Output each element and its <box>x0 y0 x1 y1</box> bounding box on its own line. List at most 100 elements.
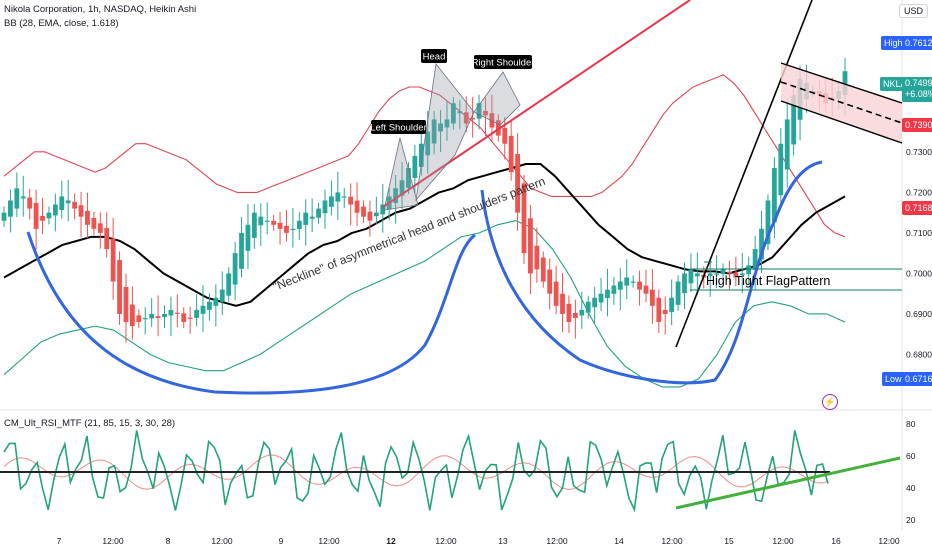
candle-body <box>322 200 328 214</box>
candle-body <box>162 313 167 318</box>
candle-body <box>277 222 283 229</box>
candle-body <box>296 220 302 230</box>
price-tick: 0.7100 <box>906 228 932 238</box>
bb-lower-line <box>3 220 846 388</box>
time-tick: 12:00 <box>772 536 794 546</box>
time-tick: 15 <box>724 536 734 546</box>
time-tick: 8 <box>166 536 171 546</box>
candle-body <box>675 281 681 305</box>
candle-body <box>20 196 26 199</box>
candle-body <box>553 281 559 306</box>
candle-body <box>155 316 161 318</box>
rsi-pane <box>0 430 901 513</box>
candle-body <box>303 212 309 225</box>
time-tick: 12:00 <box>878 536 900 546</box>
time-tick: 12:00 <box>211 536 233 546</box>
candle-body <box>168 309 174 316</box>
price-tick: 0.7300 <box>906 147 932 157</box>
candle-body <box>483 110 488 116</box>
candle-body <box>598 293 604 303</box>
candle-body <box>142 318 148 320</box>
candle-body <box>579 309 585 316</box>
candle-body <box>91 217 97 229</box>
candle-body <box>354 200 360 213</box>
candle-body <box>418 143 424 167</box>
candle-body <box>329 196 334 207</box>
candle-body <box>367 211 373 221</box>
candle-body <box>271 220 277 225</box>
candle-body <box>85 210 90 225</box>
rsi-indicator-label[interactable]: CM_Ult_RSI_MTF (21, 85, 15, 3, 30, 28) <box>4 418 176 429</box>
flag-pattern-label: High Tight FlagPattern <box>706 274 830 288</box>
candle-body <box>534 245 540 270</box>
candle-body <box>97 223 103 233</box>
candle-body <box>110 238 116 282</box>
candle-body <box>707 273 713 277</box>
candle-body <box>117 260 122 314</box>
candle-body <box>412 155 418 178</box>
cup-curve-right <box>480 160 823 385</box>
rsi-trendline <box>675 456 901 510</box>
candle-body <box>194 309 199 318</box>
chart-title: Nikola Corporation, 1h, NASDAQ, Heikin A… <box>4 4 197 15</box>
right-shoulder-label: Right Shoulder <box>472 58 535 69</box>
price-tick: 0.7200 <box>906 187 932 197</box>
candle-body <box>733 272 739 278</box>
candle-body <box>309 216 315 219</box>
candle-body <box>406 168 411 188</box>
axes: 0.7300 0.7200 0.7100 0.7000 0.6900 0.6800 80 60… <box>57 147 932 546</box>
left-shoulder-shape <box>383 137 419 211</box>
flagpole-line <box>675 0 813 348</box>
candle-body <box>52 204 58 216</box>
candle-body <box>104 228 110 250</box>
candle-body <box>572 312 578 318</box>
candle-body <box>528 218 533 274</box>
candle-body <box>27 197 33 209</box>
candle-body <box>592 297 598 308</box>
lightning-icon[interactable]: ⚡ <box>822 394 838 410</box>
bb-indicator-label[interactable]: BB (28, EMA, close, 1.618) <box>4 18 119 29</box>
candle-body <box>187 317 193 319</box>
rsi-line <box>3 430 829 513</box>
candle-body <box>630 281 636 283</box>
candle-body <box>515 153 520 213</box>
time-tick: 12:00 <box>318 536 340 546</box>
candle-body <box>251 212 257 238</box>
candle-body <box>688 269 694 284</box>
candle-body <box>450 103 456 124</box>
red-price-badge: 0.7390 <box>902 118 932 132</box>
candle-body <box>174 312 180 314</box>
candle-body <box>72 201 78 209</box>
candle-body <box>213 297 219 306</box>
time-tick: 12:00 <box>435 536 457 546</box>
candle-body <box>444 119 450 128</box>
rsi-tick: 40 <box>906 483 916 493</box>
currency-button[interactable]: USD <box>898 4 928 18</box>
neckline-trendline <box>382 0 691 208</box>
high-badge: High <box>881 36 906 50</box>
price-tick: 0.6900 <box>906 309 932 319</box>
candle-body <box>656 297 662 323</box>
candle-body <box>746 265 752 275</box>
candle-body <box>335 192 341 202</box>
candle-body <box>226 273 232 296</box>
candle-body <box>373 212 379 217</box>
candle-body <box>361 206 366 217</box>
rsi-tick: 60 <box>906 451 916 461</box>
rsi-signal-line <box>3 454 829 491</box>
candle-body <box>431 119 437 144</box>
time-tick: 14 <box>614 536 624 546</box>
candle-body <box>239 232 244 269</box>
bb-upper-line <box>3 74 846 238</box>
time-tick: 12:00 <box>661 536 683 546</box>
time-tick: 7 <box>57 536 62 546</box>
last-price: 0.7499 <box>905 78 932 88</box>
candle-body <box>33 203 39 229</box>
candle-body <box>470 117 476 120</box>
candle-body <box>380 204 386 215</box>
candle-body <box>752 249 758 270</box>
candle-body <box>489 113 495 128</box>
